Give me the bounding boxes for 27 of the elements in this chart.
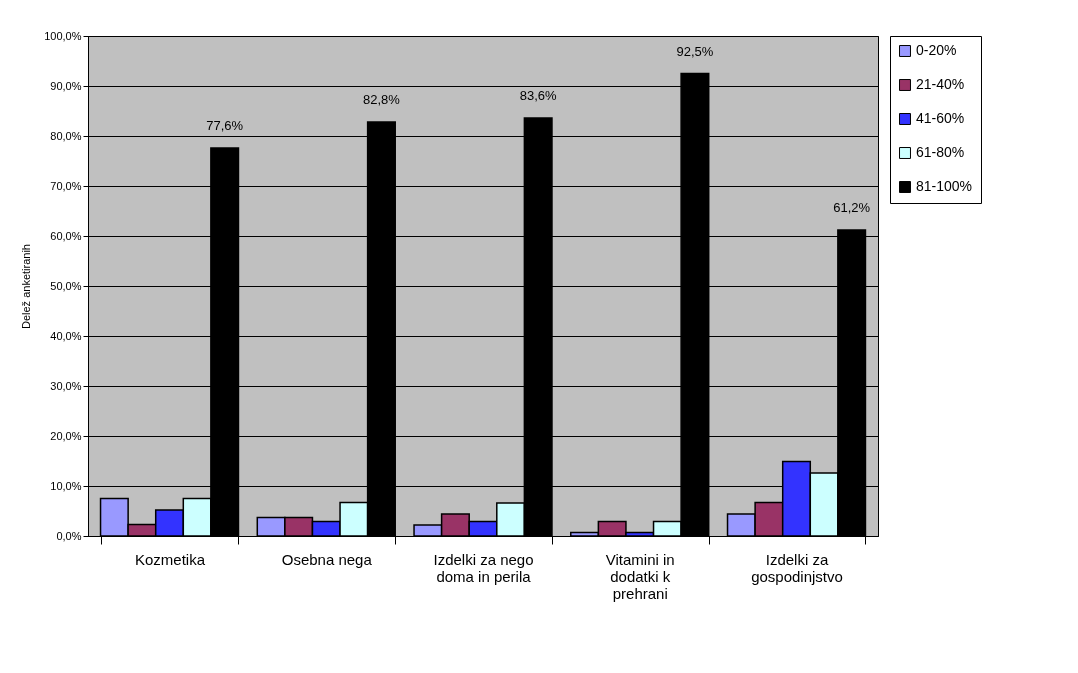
y-tick-label: 50,0% (50, 279, 82, 292)
data-label: 92,5% (676, 43, 714, 59)
x-tick-label: Osebna nega (281, 550, 373, 568)
legend-label: 81-100% (916, 178, 973, 194)
y-tick-label: 100,0% (44, 29, 82, 42)
y-tick-label: 10,0% (50, 479, 82, 492)
y-tick-label: 60,0% (50, 229, 82, 242)
data-label: 83,6% (519, 88, 558, 103)
y-tick-label: 40,0% (50, 329, 82, 342)
legend-label: 0-20% (916, 42, 957, 58)
x-tick-label: Izdelki za gospodinjstvo (751, 550, 843, 585)
x-tick-label: Kozmetika (134, 550, 206, 568)
y-tick-label: 0,0% (56, 529, 82, 542)
legend-label: 21-40% (916, 76, 965, 92)
y-tick-label: 90,0% (50, 79, 82, 92)
y-tick-label: 80,0% (50, 129, 82, 142)
legend-label: 61-80% (916, 144, 965, 160)
y-tick-label: 30,0% (50, 379, 82, 392)
y-tick-label: 20,0% (50, 429, 82, 442)
x-tick-label: Vitamini in dodatki k prehrani (605, 550, 675, 602)
data-label: 77,6% (206, 118, 244, 133)
y-tick-label: 70,0% (50, 179, 82, 192)
data-label: 61,2% (833, 200, 871, 215)
data-label: 82,8% (362, 92, 401, 107)
y-axis-title: Delež anketiranih (20, 244, 33, 329)
legend-label: 41-60% (916, 110, 965, 126)
x-tick-label: Izdelki za nego doma in perila (433, 550, 534, 585)
